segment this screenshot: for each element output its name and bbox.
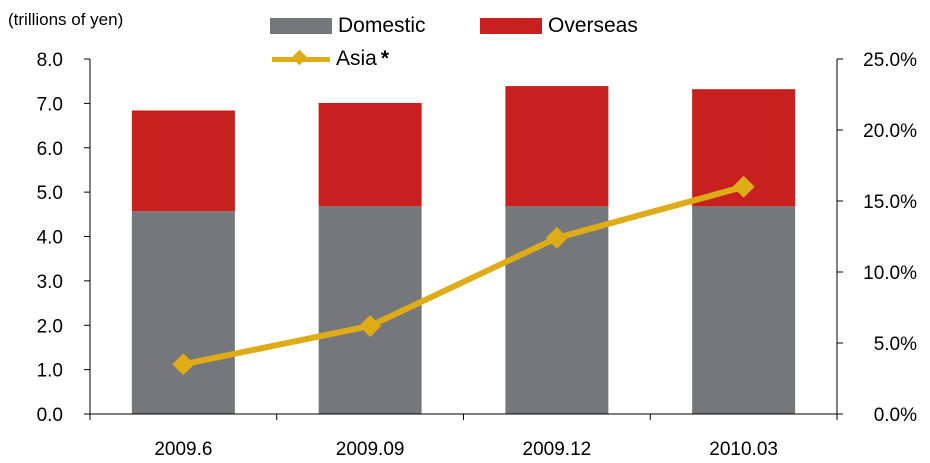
x-tick-label-4: 2010.03 [709, 439, 778, 460]
y-axis-unit-label: (trillions of yen) [8, 10, 124, 29]
y-right-tick-label-0: 0.0% [874, 405, 917, 426]
point-asia-3 [545, 226, 568, 249]
point-asia-1 [172, 353, 195, 376]
y-left-tick-label-3: 3.0 [37, 272, 63, 293]
bar-overseas-3 [505, 86, 609, 207]
y-left-tick-label-4: 4.0 [37, 228, 63, 249]
y-left-tick-label-7: 7.0 [37, 94, 63, 115]
y-left-tick-label-8: 8.0 [37, 50, 63, 71]
y-right-tick-label-1: 5.0% [874, 334, 917, 355]
legend-swatch-domestic [270, 18, 332, 34]
legend-asia-footnote-mark: * [380, 47, 390, 70]
x-tick-label-1: 2009.6 [154, 439, 212, 460]
y-left-tick-label-0: 0.0 [37, 405, 63, 426]
legend-label-domestic: Domestic [338, 14, 426, 37]
legend-line-asia [272, 49, 330, 67]
bar-overseas-1 [131, 110, 235, 212]
legend-item-domestic: Domestic [270, 14, 426, 38]
legend-label-asia: Asia [336, 47, 377, 70]
y-left-tick-label-1: 1.0 [37, 361, 63, 382]
bar-overseas-2 [318, 102, 422, 207]
x-tick-label-2: 2009.09 [336, 439, 405, 460]
y-left-tick-label-5: 5.0 [37, 183, 63, 204]
point-asia-2 [359, 314, 382, 337]
y-right-tick-label-5: 25.0% [863, 50, 917, 71]
bar-domestic-4 [692, 206, 796, 414]
y-right-tick-label-2: 10.0% [863, 263, 917, 284]
y-right-tick-label-4: 20.0% [863, 121, 917, 142]
y-left-tick-label-2: 2.0 [37, 316, 63, 337]
legend-label-overseas: Overseas [548, 14, 638, 37]
y-left-tick-label-6: 6.0 [37, 139, 63, 160]
legend-item-asia: Asia * [272, 47, 389, 71]
y-right-tick-label-3: 15.0% [863, 192, 917, 213]
point-asia-4 [732, 175, 755, 198]
legend-swatch-overseas [480, 18, 542, 34]
x-tick-label-3: 2009.12 [523, 439, 592, 460]
bar-domestic-1 [131, 211, 235, 414]
legend-item-overseas: Overseas [480, 14, 638, 38]
line-asia [182, 183, 745, 368]
